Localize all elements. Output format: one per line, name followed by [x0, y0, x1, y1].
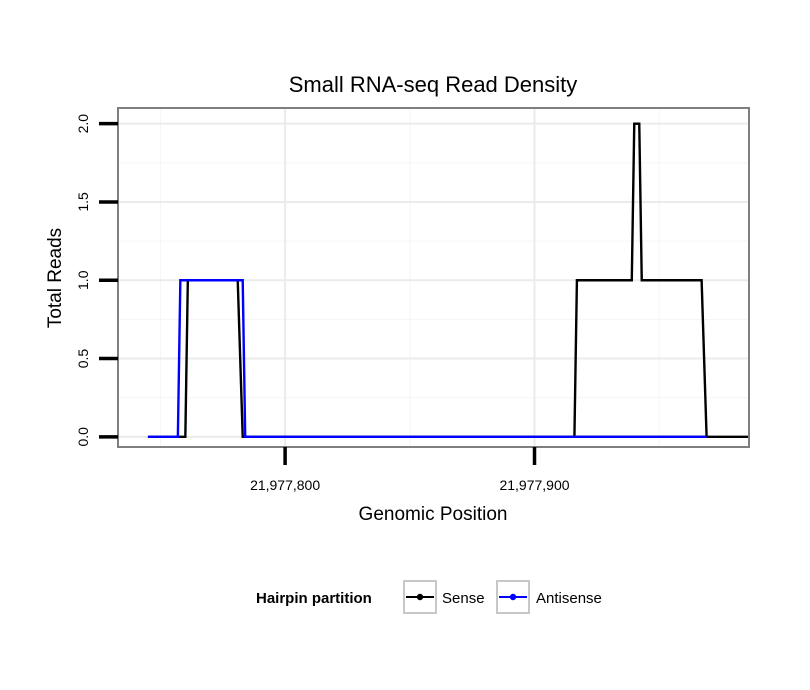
- legend-label-sense: Sense: [442, 590, 485, 607]
- series-line-antisense: [147, 279, 707, 439]
- y-tick-label: 0.0: [75, 427, 91, 447]
- legend-item-sense[interactable]: Sense: [403, 580, 485, 614]
- y-tick-label: 1.5: [75, 192, 91, 212]
- legend-point-antisense: [509, 593, 517, 601]
- legend-title: Hairpin partition: [256, 590, 372, 607]
- legend-item-antisense[interactable]: Antisense: [496, 580, 602, 614]
- series-lines: [147, 122, 749, 439]
- x-axis: 21,977,800 21,977,900: [250, 447, 570, 493]
- x-tick-label: 21,977,800: [250, 477, 320, 493]
- y-axis: 0.0 0.5 1.0 1.5 2.0: [75, 114, 118, 447]
- y-axis-title: Total Reads: [45, 228, 66, 328]
- plot-border: [117, 107, 750, 448]
- legend: Hairpin partition Sense Antisense: [256, 580, 602, 614]
- x-tick-label: 21,977,900: [499, 477, 569, 493]
- x-axis-title: Genomic Position: [359, 504, 508, 525]
- legend-point-sense: [416, 593, 424, 601]
- plot-panel: [118, 108, 749, 447]
- chart-title: Small RNA-seq Read Density: [289, 72, 578, 97]
- y-tick-label: 1.0: [75, 270, 91, 290]
- y-tick-label: 2.0: [75, 114, 91, 134]
- legend-label-antisense: Antisense: [536, 590, 602, 607]
- y-tick-label: 0.5: [75, 349, 91, 369]
